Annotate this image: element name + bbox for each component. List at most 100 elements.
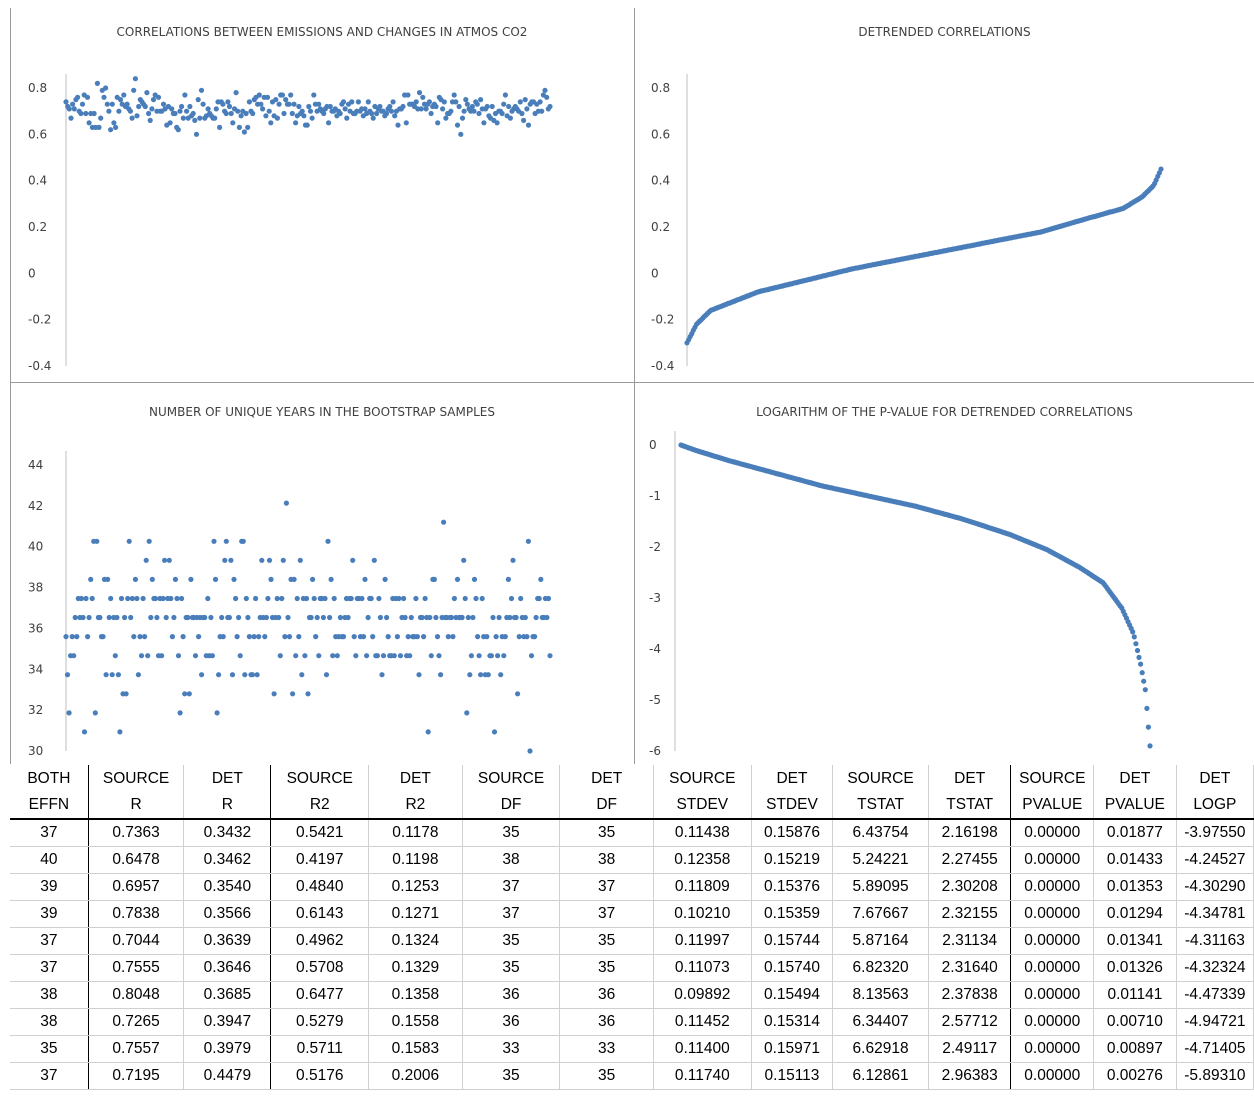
scatter-point bbox=[167, 120, 173, 126]
scatter-point bbox=[334, 653, 340, 659]
scatter-point bbox=[296, 103, 302, 110]
scatter-point bbox=[245, 124, 251, 130]
scatter-point bbox=[125, 595, 131, 602]
table-cell: 0.1358 bbox=[368, 981, 463, 1009]
table-cell: 0.10210 bbox=[653, 900, 752, 928]
scatter-point bbox=[428, 653, 434, 659]
table-cell: 2.49117 bbox=[928, 1035, 1012, 1063]
table-cell: 0.2006 bbox=[368, 1062, 463, 1090]
scatter-point bbox=[242, 672, 248, 678]
scatter-point bbox=[539, 108, 545, 114]
scatter-point bbox=[473, 595, 479, 602]
chart-title: DETRENDED CORRELATIONS bbox=[858, 25, 1030, 39]
scatter-point bbox=[129, 115, 135, 121]
chart-log-pvalue: LOGARITHM OF THE P-VALUE FOR DETRENDED C… bbox=[635, 383, 1254, 764]
scatter-point bbox=[208, 614, 214, 621]
scatter-point bbox=[478, 97, 484, 103]
scatter-point bbox=[143, 557, 149, 563]
scatter-point bbox=[94, 80, 100, 86]
table-cell: 0.11400 bbox=[653, 1035, 752, 1063]
scatter-point bbox=[83, 110, 89, 117]
table-header-row: BOTH SOURCE DET SOURCE DET SOURCE DET SOURCE DET… bbox=[10, 765, 1254, 792]
scatter-point bbox=[471, 576, 478, 582]
scatter-point bbox=[414, 634, 420, 640]
table-cell: 0.3947 bbox=[183, 1008, 272, 1036]
scatter-point bbox=[377, 103, 383, 110]
chart-unique-years-svg: NUMBER OF UNIQUE YEARS IN THE BOOTSTRAP … bbox=[28, 405, 553, 758]
table-row: 35 0.7557 0.3979 0.5711 0.1583 33 33 0.11400 0.1… bbox=[10, 1035, 1254, 1063]
table-cell: -4.31163 bbox=[1176, 927, 1254, 955]
table-cell: STDEV bbox=[653, 792, 752, 820]
scatter-point bbox=[83, 595, 89, 602]
scatter-point bbox=[123, 691, 129, 697]
scatter-point bbox=[1147, 743, 1153, 749]
scatter-point bbox=[507, 115, 513, 121]
scatter-point bbox=[434, 634, 441, 640]
y-tick-label: -2 bbox=[649, 540, 661, 554]
table-cell: 0.6143 bbox=[270, 900, 370, 928]
scatter-point bbox=[474, 101, 480, 107]
scatter-point bbox=[387, 103, 393, 110]
scatter-point bbox=[491, 729, 498, 735]
table-cell: DET bbox=[1176, 765, 1254, 792]
scatter-point bbox=[365, 99, 371, 105]
table-row: 37 0.7195 0.4479 0.5176 0.2006 35 35 0.11740 0.1… bbox=[10, 1062, 1254, 1090]
scatter-point bbox=[96, 124, 102, 130]
y-tick-label: 0.8 bbox=[28, 81, 47, 95]
scatter-point bbox=[470, 614, 476, 621]
scatter-point bbox=[1158, 166, 1164, 172]
scatter-point bbox=[274, 595, 280, 602]
scatter-point bbox=[68, 115, 74, 121]
scatter-point bbox=[84, 94, 91, 100]
table-cell: SOURCE bbox=[1010, 765, 1095, 792]
scatter-point bbox=[226, 614, 232, 621]
scatter-point bbox=[405, 634, 411, 640]
table-cell: 0.6957 bbox=[88, 873, 185, 901]
y-tick-label: 30 bbox=[28, 744, 43, 758]
table-cell: 0.11073 bbox=[653, 954, 752, 982]
scatter-point bbox=[518, 595, 524, 602]
table-cell: SOURCE bbox=[832, 765, 929, 792]
scatter-point bbox=[481, 120, 487, 126]
scatter-point bbox=[236, 124, 242, 130]
y-tick-label: 38 bbox=[28, 581, 43, 595]
scatter-point bbox=[266, 557, 273, 563]
table-cell: 36 bbox=[462, 1008, 561, 1036]
scatter-point bbox=[187, 103, 193, 110]
scatter-point bbox=[243, 595, 249, 602]
scatter-point bbox=[522, 97, 528, 103]
scatter-point bbox=[323, 672, 330, 678]
table-cell: 2.37838 bbox=[928, 981, 1012, 1009]
table-cell: -4.24527 bbox=[1176, 846, 1254, 874]
scatter-point bbox=[129, 595, 135, 602]
scatter-point bbox=[350, 557, 356, 563]
scatter-point bbox=[507, 614, 513, 621]
table-cell: 35 bbox=[559, 927, 654, 955]
scatter-point bbox=[451, 92, 457, 98]
scatter-point bbox=[94, 538, 100, 544]
table-cell: 0.12358 bbox=[653, 846, 752, 874]
table-cell: -4.34781 bbox=[1176, 900, 1254, 928]
table-row: 38 0.7265 0.3947 0.5279 0.1558 36 36 0.11452 0.1… bbox=[10, 1008, 1254, 1036]
table-cell: DET bbox=[751, 765, 834, 792]
scatter-point bbox=[72, 614, 78, 621]
y-tick-label: 42 bbox=[28, 499, 43, 513]
table-cell: DET bbox=[928, 765, 1012, 792]
scatter-point bbox=[109, 101, 115, 107]
scatter-point bbox=[168, 595, 174, 602]
scatter-point bbox=[283, 97, 289, 103]
table-cell: 37 bbox=[559, 873, 654, 901]
scatter-point bbox=[464, 101, 470, 107]
scatter-point bbox=[135, 672, 141, 678]
table-cell: 35 bbox=[462, 954, 561, 982]
scatter-point bbox=[448, 614, 454, 621]
scatter-point bbox=[383, 110, 390, 117]
scatter-point bbox=[97, 614, 103, 621]
table-cell: 37 bbox=[10, 927, 89, 955]
table-cell: 6.12861 bbox=[832, 1062, 929, 1090]
scatter-point bbox=[288, 92, 294, 98]
table-cell: SOURCE bbox=[270, 765, 370, 792]
scatter-point bbox=[146, 538, 152, 544]
scatter-point bbox=[545, 595, 552, 602]
scatter-point bbox=[236, 614, 242, 621]
